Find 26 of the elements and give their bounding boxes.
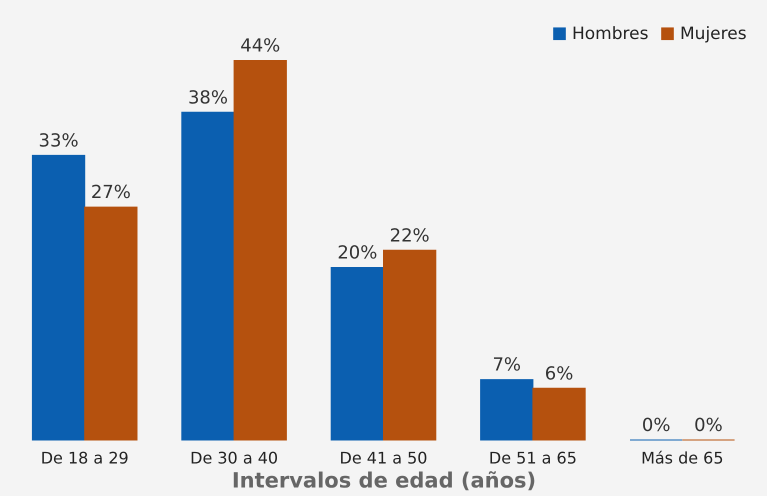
x-tick-label: Más de 65 xyxy=(641,448,724,468)
x-tick-label: De 41 a 50 xyxy=(340,448,428,468)
data-label: 22% xyxy=(390,225,430,246)
data-label: 20% xyxy=(337,242,378,264)
data-label: 33% xyxy=(38,130,79,152)
bar xyxy=(480,379,534,440)
data-label: 7% xyxy=(492,354,522,376)
data-label: 6% xyxy=(544,363,574,384)
bar xyxy=(234,60,287,440)
data-label: 44% xyxy=(240,36,280,57)
bar xyxy=(181,112,235,440)
bar xyxy=(330,267,384,440)
x-axis-title: Intervalos de edad (años) xyxy=(232,468,536,492)
data-label: 38% xyxy=(188,87,228,108)
data-label: 0% xyxy=(694,415,723,436)
x-tick-label: De 51 a 65 xyxy=(488,448,577,468)
bar xyxy=(32,154,86,440)
legend-label: Mujeres xyxy=(680,24,747,44)
bar xyxy=(84,206,138,440)
data-label: 0% xyxy=(642,415,670,436)
x-tick-label: De 18 a 29 xyxy=(40,448,129,468)
x-tick-label: De 30 a 40 xyxy=(190,448,278,468)
bar xyxy=(532,388,586,440)
bar xyxy=(383,250,436,440)
legend-label: Hombres xyxy=(572,24,649,44)
data-label: 27% xyxy=(90,182,131,204)
